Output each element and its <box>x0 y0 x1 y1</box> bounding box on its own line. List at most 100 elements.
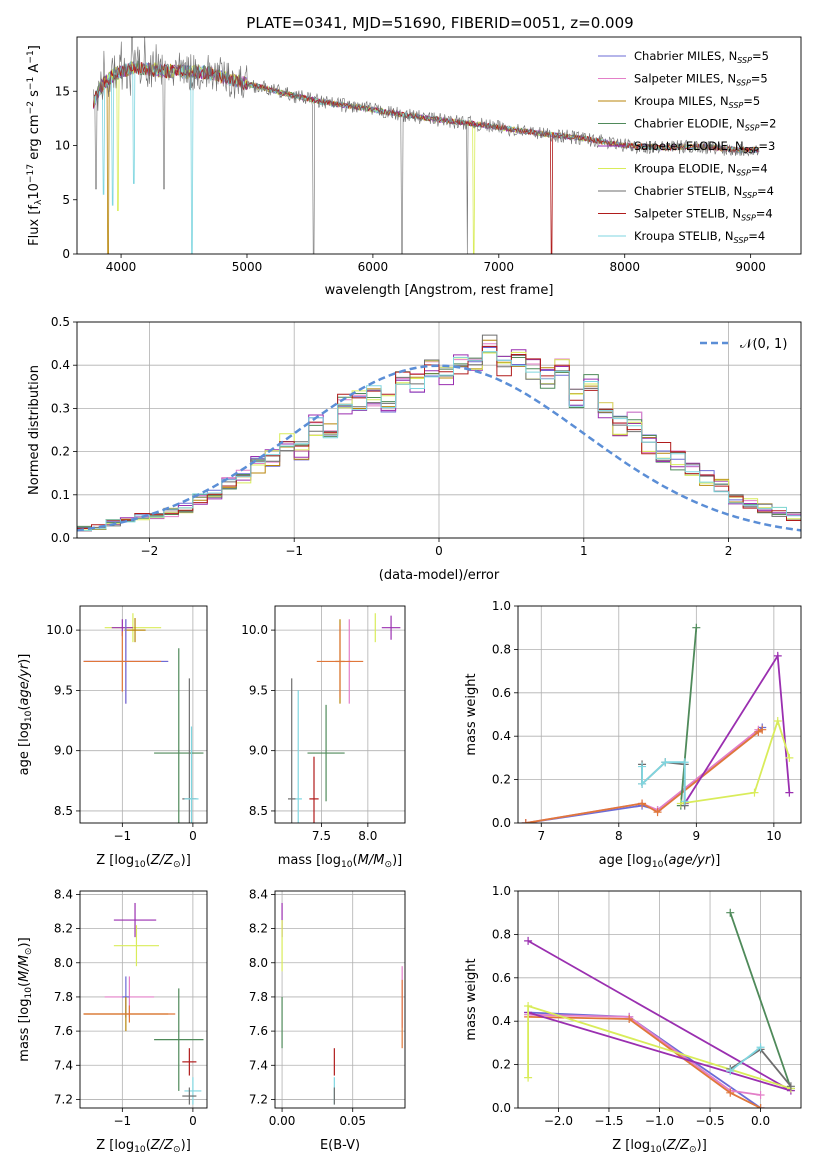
ticks: 7.5 8.0 8.5 9.0 9.5 10.0 <box>241 623 377 843</box>
y-tick-label: 0 <box>62 247 70 261</box>
x-tick-label: −0.5 <box>695 1114 724 1128</box>
y-tick-label: 7.4 <box>249 1058 268 1072</box>
axes-frame <box>274 605 406 824</box>
plus-marker <box>773 651 782 660</box>
plus-marker <box>756 1043 765 1052</box>
y-tick-label: 0.0 <box>492 1101 511 1115</box>
x-tick-label: 7000 <box>484 260 515 274</box>
plus-marker <box>680 758 689 767</box>
grid <box>80 891 207 1108</box>
legend-label: Kroupa MILES, NSSP=5 <box>634 94 760 110</box>
errorbar-point <box>309 756 319 823</box>
series-line <box>729 1046 762 1072</box>
ticks: 7 8 9 10 0.0 0.2 0.4 0.6 0.8 1.0 <box>492 599 782 843</box>
mass-vs-metallicity-panel: −1 0 7.2 7.4 7.6 7.8 8.0 8.2 8.4 Z [log10​(Z/Z⊙​)… <box>17 887 208 1155</box>
plus-marker <box>638 762 647 771</box>
plot-area <box>83 902 204 1105</box>
y-axis-label: Normed distribution <box>27 365 42 495</box>
errorbar-point <box>294 690 302 823</box>
y-tick-label: 0.6 <box>492 686 511 700</box>
x-tick-label: 0 <box>189 829 197 843</box>
x-tick-label: −1 <box>285 544 303 558</box>
axes-frame <box>517 605 802 824</box>
plus-marker <box>785 753 794 762</box>
errorbar-point <box>154 988 204 1091</box>
grid <box>518 605 801 824</box>
spectrum-line-kroupa-stelib <box>93 60 760 254</box>
x-tick-label: 2 <box>725 544 733 558</box>
y-tick-label: 0.6 <box>492 971 511 985</box>
plus-marker <box>726 1088 735 1097</box>
x-tick-label: 4000 <box>106 260 137 274</box>
histogram-step-kroupa-stelib <box>77 351 801 532</box>
legend-label: Salpeter MILES, NSSP=5 <box>634 72 768 88</box>
errorbar-point <box>83 1005 176 1023</box>
grid <box>275 891 405 1108</box>
histogram-step-salpeter-elodie <box>77 346 801 532</box>
x-tick-label: −1.5 <box>594 1114 623 1128</box>
normal-distribution-curve <box>77 364 801 532</box>
errorbar-point <box>288 678 296 823</box>
plot-area <box>281 902 403 1105</box>
legend: Chabrier MILES, NSSP=5 Salpeter MILES, NS… <box>598 49 776 245</box>
plus-marker <box>524 1073 533 1082</box>
errorbar-point <box>184 726 199 823</box>
plot-area <box>288 613 401 823</box>
y-tick-label: 0.2 <box>51 445 70 459</box>
series-accent <box>521 725 767 823</box>
plus-marker <box>638 799 647 808</box>
series-line <box>641 761 686 806</box>
legend-label: 𝒩(0, 1) <box>740 337 787 352</box>
plus-marker <box>756 1104 765 1108</box>
y-tick-label: 0.0 <box>51 531 70 545</box>
ticks: 4000 5000 6000 7000 8000 9000 0 5 10 15 <box>55 84 766 274</box>
series-kroupa-elodie <box>676 717 794 808</box>
ticks: −2.0 −1.5 −1.0 −0.5 0.0 0.0 0.2 0.4 0.6 0.8 1.0 <box>492 884 770 1128</box>
errorbar-point <box>113 925 160 967</box>
series-line <box>528 1011 762 1108</box>
residual-histogram-panel: −2 −1 0 1 2 0.0 0.1 0.2 0.3 0.4 0.5 (data-model)/er… <box>27 315 802 583</box>
plus-marker <box>758 725 767 734</box>
x-tick-label: 9000 <box>735 260 766 274</box>
plus-marker <box>653 808 662 817</box>
y-tick-label: 0.1 <box>51 488 70 502</box>
plot-area <box>77 334 801 532</box>
errorbar-point <box>182 1087 197 1105</box>
errorbar-point <box>154 648 204 823</box>
plus-marker <box>524 1002 533 1011</box>
errorbar-point <box>182 1048 197 1076</box>
errorbar-point <box>184 1077 202 1105</box>
series-line <box>679 627 698 806</box>
y-tick-label: 8.5 <box>249 804 268 818</box>
axes-frame <box>76 36 802 255</box>
y-tick-label: 7.8 <box>249 990 268 1004</box>
x-tick-label: −1.0 <box>645 1114 674 1128</box>
y-tick-label: 9.0 <box>54 744 73 758</box>
series-line <box>729 912 792 1089</box>
x-tick-label: −1 <box>113 1114 131 1128</box>
x-axis-label: Z [log10​(Z/Z⊙​)] <box>612 1138 707 1155</box>
series-kroupa-stelib <box>638 758 689 806</box>
plus-marker <box>773 717 782 726</box>
massweight-vs-age-panel: 7 8 9 10 0.0 0.2 0.4 0.6 0.8 1.0 age [log10​(age/y… <box>464 599 802 870</box>
plot-area <box>83 613 204 823</box>
y-tick-label: 0.2 <box>492 773 511 787</box>
x-tick-label: 0.05 <box>339 1114 366 1128</box>
plus-marker <box>726 908 735 917</box>
series-chabrier-miles <box>521 723 767 823</box>
x-tick-label: 9 <box>693 829 701 843</box>
y-tick-label: 0.8 <box>492 642 511 656</box>
y-tick-label: 8.2 <box>54 922 73 936</box>
x-axis-label: E(B-V) <box>320 1138 360 1153</box>
axes-frame <box>517 890 802 1109</box>
y-tick-label: 8.2 <box>249 922 268 936</box>
y-tick-label: 8.4 <box>54 887 73 901</box>
y-tick-label: 0.5 <box>51 315 70 329</box>
y-tick-label: 8.4 <box>249 887 268 901</box>
plus-marker <box>680 797 689 806</box>
errorbar-point <box>307 704 345 802</box>
legend-label: Kroupa STELIB, NSSP=4 <box>634 229 765 245</box>
y-tick-label: 7.2 <box>249 1092 268 1106</box>
plus-marker <box>756 1090 765 1099</box>
plus-marker <box>638 779 647 788</box>
